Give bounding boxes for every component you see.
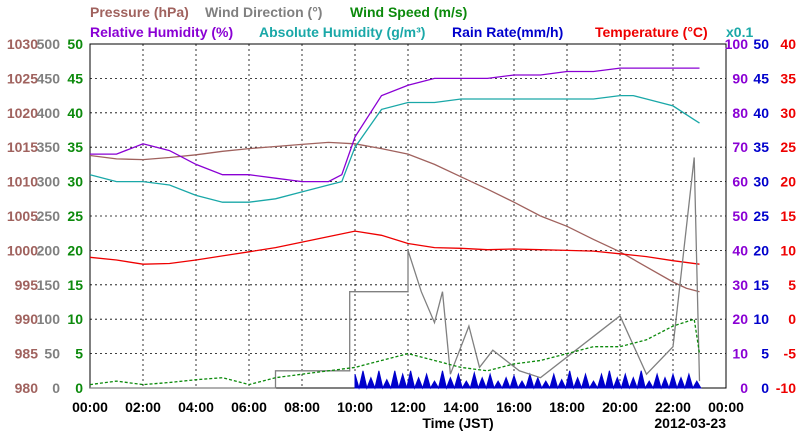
y-tick-label-humidity: 40 (732, 242, 748, 258)
y-tick-label-wind_speed: 0 (75, 380, 83, 396)
y-tick-label-temperature: 0 (788, 311, 796, 327)
x-tick-label: 00:00 (72, 399, 108, 415)
legend-entry: Wind Speed (m/s) (350, 4, 467, 20)
x-tick-label: 10:00 (337, 399, 373, 415)
y-tick-label-temperature: 15 (780, 208, 796, 224)
y-tick-label-pressure: 995 (15, 277, 39, 293)
y-tick-label-rain_rate: 40 (753, 105, 769, 121)
x-tick-label: 06:00 (231, 399, 267, 415)
y-tick-label-pressure: 1030 (7, 36, 38, 52)
x-tick-label: 18:00 (549, 399, 585, 415)
y-tick-label-humidity: 90 (732, 70, 748, 86)
y-tick-label-humidity: 70 (732, 139, 748, 155)
y-tick-label-humidity: 10 (732, 346, 748, 362)
y-tick-label-pressure: 1000 (7, 242, 38, 258)
y-tick-label-wind_direction: 500 (37, 36, 61, 52)
y-tick-label-temperature: 20 (780, 174, 796, 190)
y-tick-label-wind_direction: 300 (37, 174, 61, 190)
x-tick-label: 20:00 (602, 399, 638, 415)
y-tick-label-pressure: 1015 (7, 139, 38, 155)
series-line-absolute-humidity-g-m (89, 94, 700, 203)
y-tick-label-humidity: 30 (732, 277, 748, 293)
y-tick-label-wind_direction: 100 (37, 311, 61, 327)
y-tick-label-wind_speed: 20 (67, 242, 83, 258)
y-tick-label-temperature: -5 (784, 346, 797, 362)
legend-entry: Rain Rate(mm/h) (452, 24, 563, 40)
series-line-temperature-c (89, 230, 700, 265)
y-tick-label-humidity: 100 (725, 36, 749, 52)
y-tick-label-rain_rate: 50 (753, 36, 769, 52)
legend-entry: Temperature (°C) (595, 24, 708, 40)
y-tick-label-rain_rate: 10 (753, 311, 769, 327)
y-tick-label-wind_speed: 35 (67, 139, 83, 155)
y-tick-label-humidity: 20 (732, 311, 748, 327)
series-line-wind-direction (90, 157, 701, 389)
y-tick-label-temperature: 25 (780, 139, 796, 155)
y-tick-label-rain_rate: 35 (753, 139, 769, 155)
y-tick-label-wind_direction: 50 (44, 346, 60, 362)
date-label: 2012-03-23 (654, 415, 726, 431)
y-tick-label-humidity: 80 (732, 105, 748, 121)
y-tick-label-temperature: 30 (780, 105, 796, 121)
y-tick-label-wind_direction: 0 (52, 380, 60, 396)
y-tick-label-wind_speed: 50 (67, 36, 83, 52)
y-tick-label-wind_speed: 5 (75, 346, 83, 362)
y-tick-label-wind_speed: 30 (67, 174, 83, 190)
x-tick-label: 12:00 (390, 399, 426, 415)
legend-entry: Pressure (hPa) (90, 4, 189, 20)
y-tick-label-wind_speed: 25 (67, 208, 83, 224)
y-tick-label-wind_speed: 40 (67, 105, 83, 121)
series-line-relative-humidity (90, 67, 700, 183)
y-tick-label-wind_speed: 45 (67, 70, 83, 86)
legend-entry: Absolute Humidity (g/m³) (259, 24, 425, 40)
y-tick-label-humidity: 50 (732, 208, 748, 224)
y-tick-label-humidity: 0 (740, 380, 748, 396)
y-tick-label-wind_direction: 350 (37, 139, 61, 155)
y-tick-label-humidity: 60 (732, 174, 748, 190)
y-tick-label-wind_speed: 10 (67, 311, 83, 327)
series-line-wind-speed-m-s (89, 318, 701, 386)
y-tick-label-wind_direction: 400 (37, 105, 61, 121)
y-tick-label-wind_direction: 250 (37, 208, 61, 224)
legend-entry: Relative Humidity (%) (90, 24, 233, 40)
y-tick-label-wind_direction: 150 (37, 277, 61, 293)
x-axis-label: Time (JST) (422, 415, 493, 431)
rain-rate-area (354, 370, 702, 390)
y-tick-label-wind_direction: 200 (37, 242, 61, 258)
y-tick-label-wind_direction: 450 (37, 70, 61, 86)
x-tick-label: 02:00 (125, 399, 161, 415)
y-tick-label-pressure: 1020 (7, 105, 38, 121)
legend-entry: Wind Direction (°) (205, 4, 322, 20)
x-tick-label: 04:00 (178, 399, 214, 415)
y-tick-label-pressure: 980 (15, 380, 39, 396)
y-tick-label-rain_rate: 25 (753, 208, 769, 224)
x-tick-label: 00:00 (708, 399, 744, 415)
x-tick-label: 22:00 (655, 399, 691, 415)
y-tick-label-pressure: 985 (15, 346, 39, 362)
y-tick-label-temperature: 5 (788, 277, 796, 293)
x-tick-label: 14:00 (443, 399, 479, 415)
y-tick-label-rain_rate: 20 (753, 242, 769, 258)
x-tick-label: 08:00 (284, 399, 320, 415)
y-tick-label-temperature: 40 (780, 36, 796, 52)
y-tick-label-rain_rate: 0 (761, 380, 769, 396)
series-line-pressure-hpa (89, 141, 700, 293)
x-tick-label: 16:00 (496, 399, 532, 415)
y-tick-label-rain_rate: 30 (753, 174, 769, 190)
y-tick-label-pressure: 1025 (7, 70, 38, 86)
legend-note: x0.1 (726, 24, 753, 40)
y-tick-label-pressure: 1010 (7, 174, 38, 190)
y-tick-label-wind_speed: 15 (67, 277, 83, 293)
y-tick-label-rain_rate: 5 (761, 346, 769, 362)
y-tick-label-pressure: 990 (15, 311, 39, 327)
y-tick-label-temperature: -10 (776, 380, 796, 396)
y-tick-label-rain_rate: 15 (753, 277, 769, 293)
y-tick-label-temperature: 35 (780, 70, 796, 86)
y-tick-label-pressure: 1005 (7, 208, 38, 224)
y-tick-label-temperature: 10 (780, 242, 796, 258)
y-tick-label-rain_rate: 45 (753, 70, 769, 86)
